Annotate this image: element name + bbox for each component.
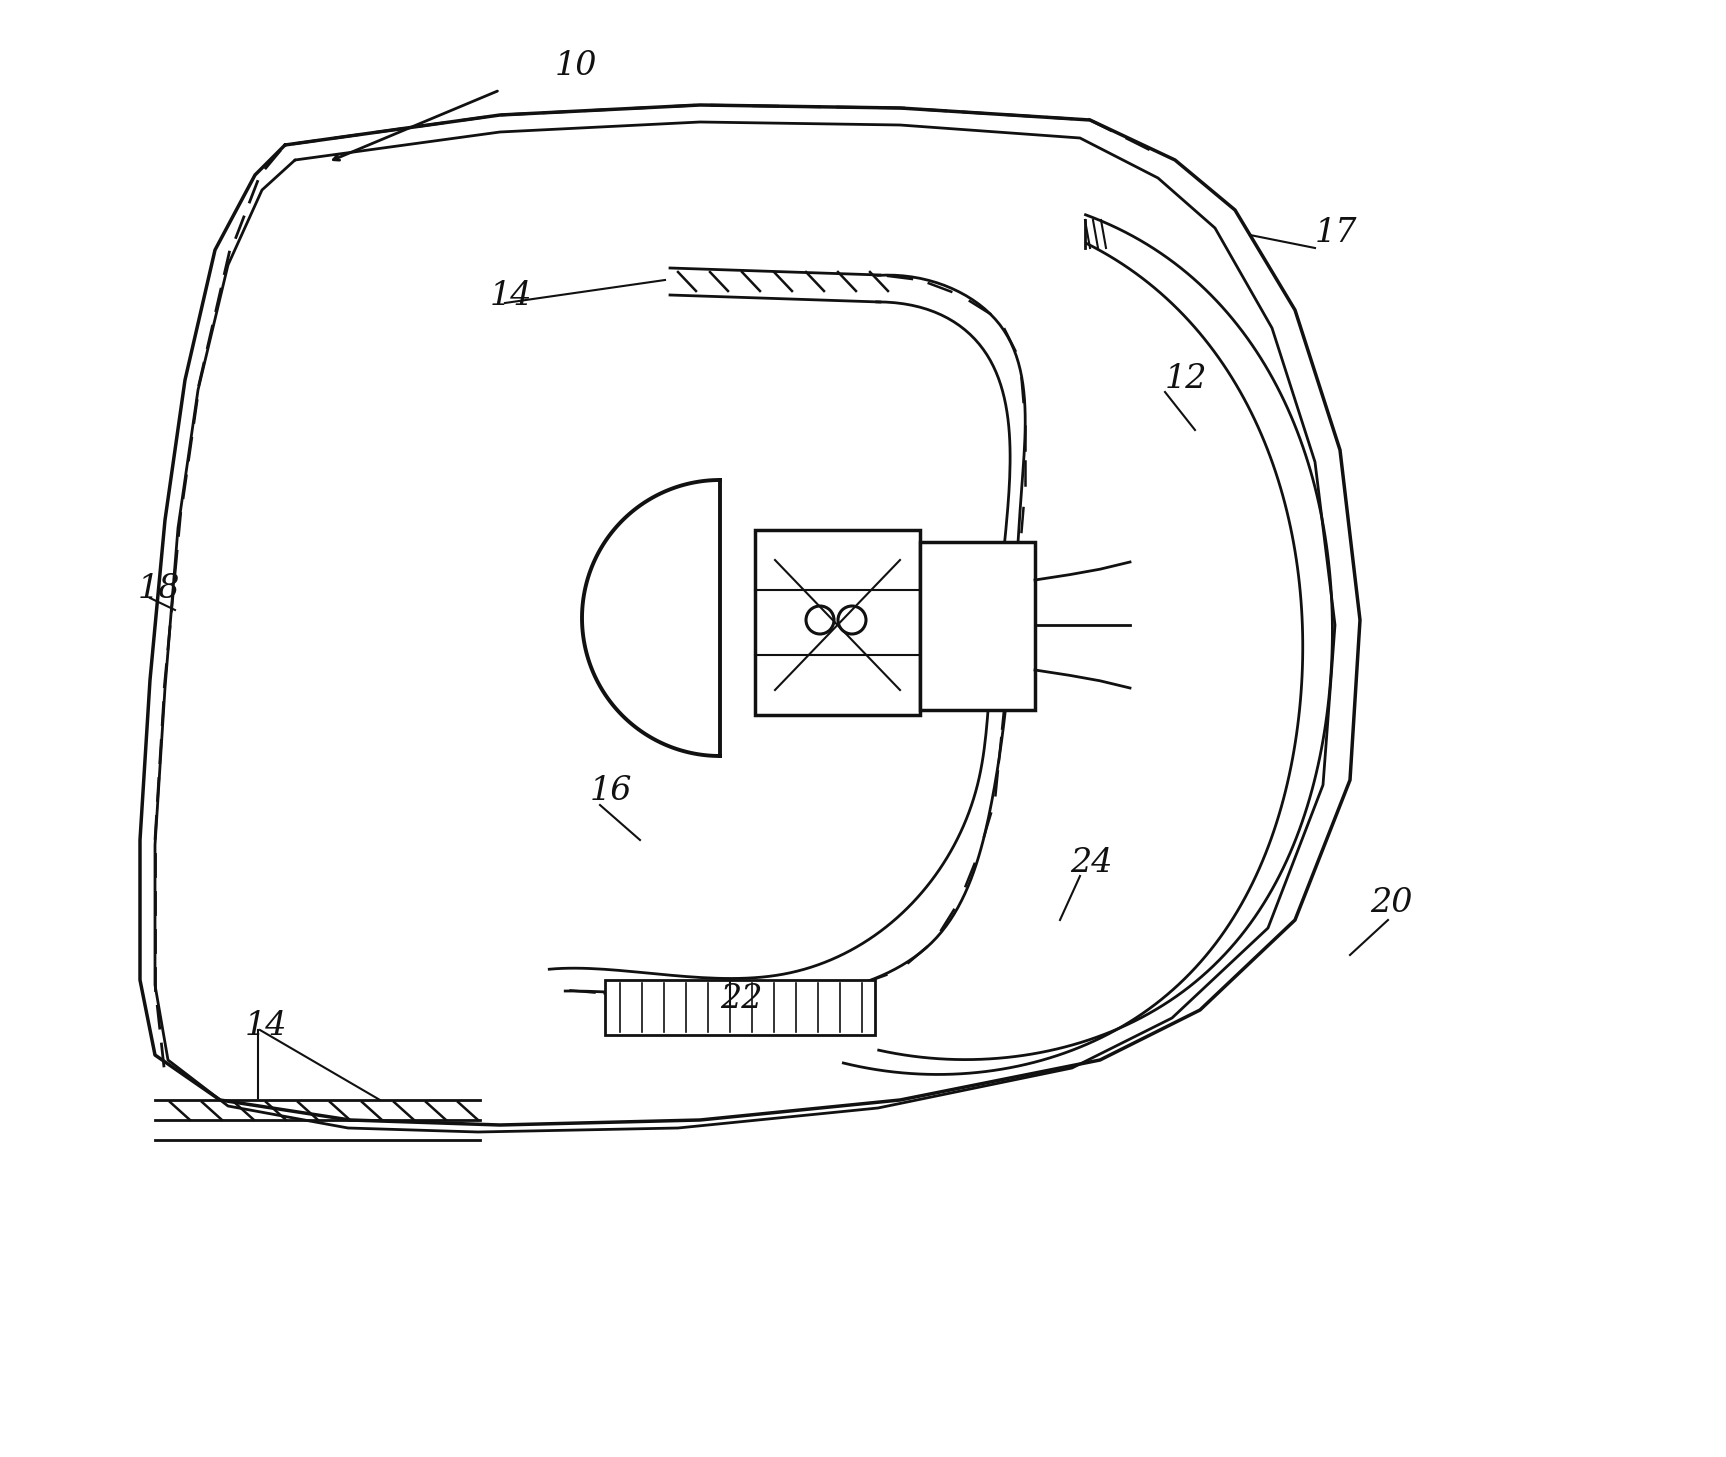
- Bar: [754, 530, 920, 715]
- Bar: [606, 981, 875, 1034]
- Text: 24: 24: [1070, 847, 1113, 879]
- Text: 20: 20: [1370, 887, 1412, 919]
- Text: 16: 16: [590, 775, 632, 807]
- Text: 10: 10: [556, 50, 597, 82]
- Text: 22: 22: [720, 983, 763, 1016]
- Text: 12: 12: [1165, 363, 1208, 395]
- Text: 14: 14: [490, 280, 533, 312]
- Text: 18: 18: [138, 573, 181, 605]
- Text: 14: 14: [245, 1010, 288, 1042]
- Text: 17: 17: [1315, 217, 1358, 249]
- Bar: [920, 542, 1036, 710]
